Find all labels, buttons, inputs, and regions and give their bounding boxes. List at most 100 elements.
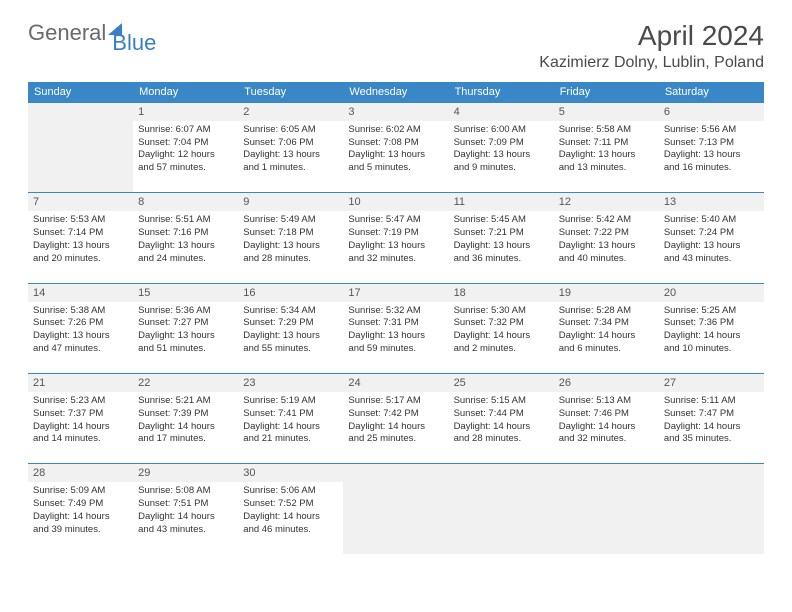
day-cell: Sunrise: 5:49 AMSunset: 7:18 PMDaylight:… [238,211,343,283]
day-cell: Sunrise: 5:47 AMSunset: 7:19 PMDaylight:… [343,211,448,283]
day-number-cell: 6 [659,103,764,121]
daylight-text-1: Daylight: 14 hours [138,511,233,524]
week-row: Sunrise: 5:23 AMSunset: 7:37 PMDaylight:… [28,392,764,464]
daylight-text-1: Daylight: 13 hours [243,149,338,162]
daylight-text-2: and 43 minutes. [664,253,759,266]
sunset-text: Sunset: 7:49 PM [33,498,128,511]
sunset-text: Sunset: 7:39 PM [138,408,233,421]
day-cell: Sunrise: 5:11 AMSunset: 7:47 PMDaylight:… [659,392,764,464]
sunset-text: Sunset: 7:11 PM [559,137,654,150]
day-cell: Sunrise: 5:38 AMSunset: 7:26 PMDaylight:… [28,302,133,374]
daylight-text-2: and 46 minutes. [243,524,338,537]
sunrise-text: Sunrise: 5:09 AM [33,485,128,498]
day-number-cell: 27 [659,374,764,392]
day-number-cell: 26 [554,374,659,392]
sunset-text: Sunset: 7:26 PM [33,317,128,330]
sunset-text: Sunset: 7:22 PM [559,227,654,240]
daylight-text-1: Daylight: 14 hours [664,421,759,434]
day-cell: Sunrise: 5:25 AMSunset: 7:36 PMDaylight:… [659,302,764,374]
logo-text-1: General [28,20,106,46]
sunset-text: Sunset: 7:36 PM [664,317,759,330]
day-cell: Sunrise: 5:15 AMSunset: 7:44 PMDaylight:… [449,392,554,464]
day-cell: Sunrise: 5:45 AMSunset: 7:21 PMDaylight:… [449,211,554,283]
sunset-text: Sunset: 7:32 PM [454,317,549,330]
day-cell: Sunrise: 5:34 AMSunset: 7:29 PMDaylight:… [238,302,343,374]
daylight-text-1: Daylight: 13 hours [559,240,654,253]
day-cell: Sunrise: 5:09 AMSunset: 7:49 PMDaylight:… [28,482,133,554]
day-number-cell: 4 [449,103,554,121]
week-row: Sunrise: 5:53 AMSunset: 7:14 PMDaylight:… [28,211,764,283]
daylight-text-1: Daylight: 13 hours [138,240,233,253]
daylight-text-1: Daylight: 14 hours [33,421,128,434]
day-number-cell: 2 [238,103,343,121]
sunrise-text: Sunrise: 6:02 AM [348,124,443,137]
day-number-cell: 13 [659,193,764,211]
sunset-text: Sunset: 7:42 PM [348,408,443,421]
daylight-text-2: and 24 minutes. [138,253,233,266]
daylight-text-1: Daylight: 13 hours [454,240,549,253]
day-number-cell: 16 [238,283,343,301]
daylight-text-2: and 51 minutes. [138,343,233,356]
day-number-cell: 7 [28,193,133,211]
day-number-cell: 21 [28,374,133,392]
daylight-text-2: and 17 minutes. [138,433,233,446]
day-number-row: 14151617181920 [28,283,764,301]
sunrise-text: Sunrise: 5:32 AM [348,305,443,318]
day-cell: Sunrise: 6:00 AMSunset: 7:09 PMDaylight:… [449,121,554,193]
weekday-header: Sunday [28,82,133,103]
sunrise-text: Sunrise: 5:58 AM [559,124,654,137]
daylight-text-1: Daylight: 14 hours [348,421,443,434]
daylight-text-2: and 32 minutes. [348,253,443,266]
day-cell [554,482,659,554]
sunset-text: Sunset: 7:19 PM [348,227,443,240]
day-number-cell: 3 [343,103,448,121]
sunset-text: Sunset: 7:44 PM [454,408,549,421]
day-number-cell: 10 [343,193,448,211]
sunrise-text: Sunrise: 5:53 AM [33,214,128,227]
daylight-text-2: and 14 minutes. [33,433,128,446]
sunset-text: Sunset: 7:27 PM [138,317,233,330]
day-cell [343,482,448,554]
day-number-cell: 5 [554,103,659,121]
weekday-header: Thursday [449,82,554,103]
daylight-text-1: Daylight: 13 hours [243,240,338,253]
daylight-text-1: Daylight: 13 hours [33,330,128,343]
day-number-cell: 11 [449,193,554,211]
daylight-text-1: Daylight: 14 hours [33,511,128,524]
sunrise-text: Sunrise: 5:45 AM [454,214,549,227]
sunrise-text: Sunrise: 5:38 AM [33,305,128,318]
daylight-text-1: Daylight: 13 hours [664,240,759,253]
daylight-text-2: and 28 minutes. [243,253,338,266]
header: General Blue April 2024 Kazimierz Dolny,… [28,20,764,72]
sunrise-text: Sunrise: 5:40 AM [664,214,759,227]
sunrise-text: Sunrise: 5:19 AM [243,395,338,408]
sunrise-text: Sunrise: 6:07 AM [138,124,233,137]
daylight-text-2: and 55 minutes. [243,343,338,356]
day-number-cell: 14 [28,283,133,301]
sunset-text: Sunset: 7:04 PM [138,137,233,150]
day-cell: Sunrise: 5:06 AMSunset: 7:52 PMDaylight:… [238,482,343,554]
day-cell: Sunrise: 5:53 AMSunset: 7:14 PMDaylight:… [28,211,133,283]
month-title: April 2024 [539,20,764,52]
day-number-row: 123456 [28,103,764,121]
day-number-cell: 12 [554,193,659,211]
daylight-text-1: Daylight: 14 hours [559,421,654,434]
sunrise-text: Sunrise: 5:30 AM [454,305,549,318]
day-cell: Sunrise: 5:23 AMSunset: 7:37 PMDaylight:… [28,392,133,464]
day-number-cell: 23 [238,374,343,392]
daylight-text-1: Daylight: 13 hours [454,149,549,162]
daylight-text-2: and 1 minutes. [243,162,338,175]
day-number-cell: 9 [238,193,343,211]
daylight-text-2: and 36 minutes. [454,253,549,266]
daylight-text-1: Daylight: 13 hours [243,330,338,343]
day-cell: Sunrise: 5:17 AMSunset: 7:42 PMDaylight:… [343,392,448,464]
daylight-text-2: and 6 minutes. [559,343,654,356]
daylight-text-1: Daylight: 13 hours [348,240,443,253]
day-number-cell: 29 [133,464,238,482]
sunrise-text: Sunrise: 5:36 AM [138,305,233,318]
day-cell: Sunrise: 5:32 AMSunset: 7:31 PMDaylight:… [343,302,448,374]
daylight-text-1: Daylight: 14 hours [454,421,549,434]
day-cell: Sunrise: 6:07 AMSunset: 7:04 PMDaylight:… [133,121,238,193]
sunset-text: Sunset: 7:13 PM [664,137,759,150]
sunrise-text: Sunrise: 5:15 AM [454,395,549,408]
